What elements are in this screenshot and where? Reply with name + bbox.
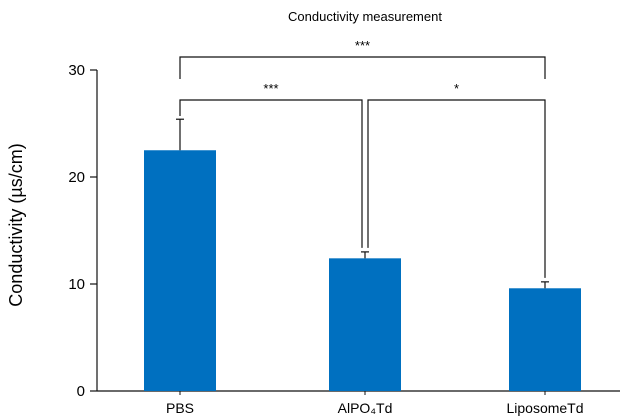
- category-label: LiposomeTd: [506, 400, 583, 416]
- y-tick-label: 20: [68, 169, 85, 186]
- category-label: AlPO₄Td: [338, 400, 393, 416]
- significance-label: *: [454, 81, 459, 96]
- category-label: PBS: [166, 400, 194, 416]
- bar: [329, 258, 401, 391]
- significance-label: ***: [355, 38, 370, 53]
- bar: [509, 288, 581, 391]
- bar: [144, 150, 216, 391]
- significance-bracket: [179, 56, 546, 79]
- y-tick-label: 0: [77, 383, 85, 400]
- y-tick-label: 10: [68, 276, 85, 293]
- significance-label: ***: [263, 81, 278, 96]
- y-axis-label: Conductivity (µs/cm): [6, 143, 26, 306]
- significance-bracket: [367, 99, 546, 278]
- chart-title: Conductivity measurement: [288, 9, 442, 24]
- significance-bracket: [179, 99, 363, 248]
- y-tick-label: 30: [68, 62, 85, 79]
